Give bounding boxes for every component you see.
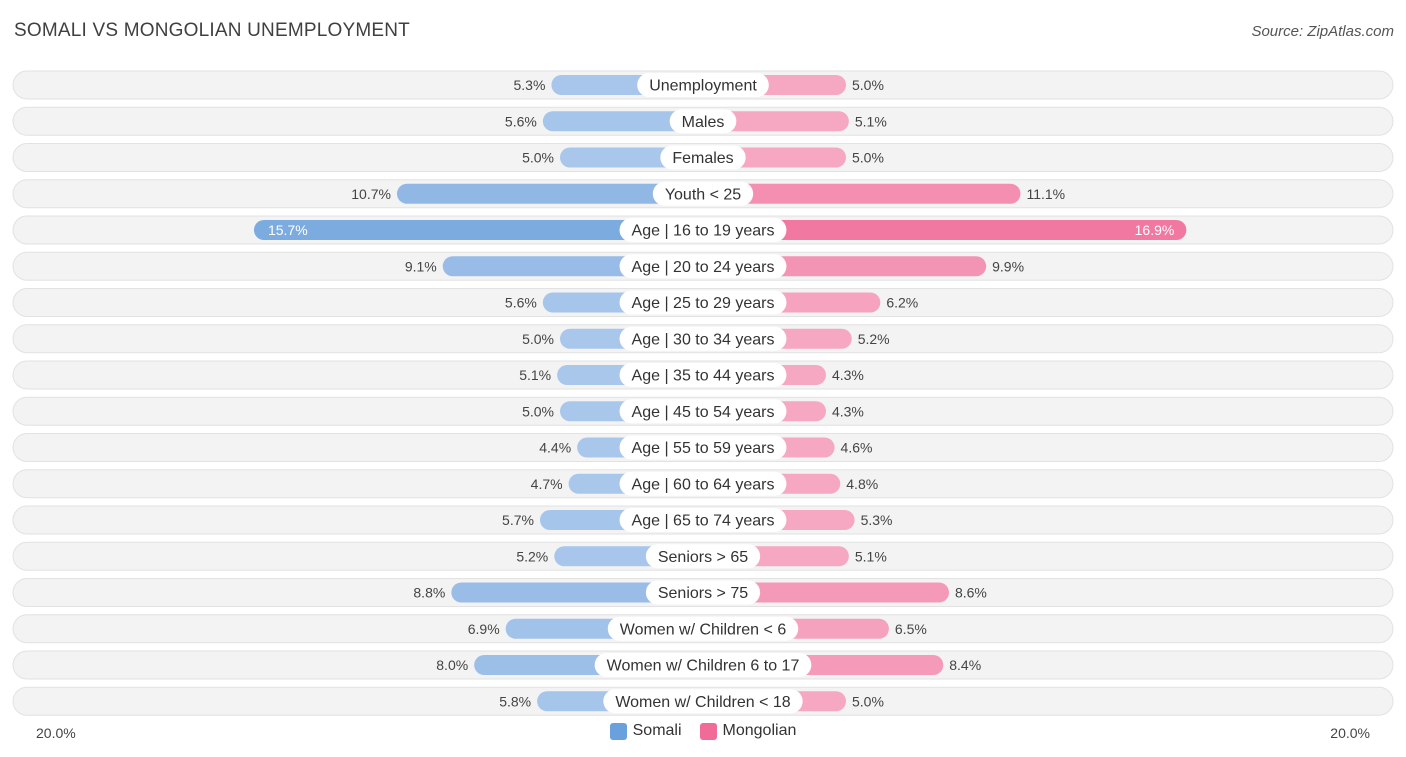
value-label-somali: 5.0% [522, 403, 554, 419]
category-label: Women w/ Children < 6 [620, 621, 787, 638]
value-label-somali: 6.9% [468, 621, 500, 637]
value-label-mongolian: 5.3% [861, 512, 893, 528]
value-label-mongolian: 4.3% [832, 403, 864, 419]
value-label-somali: 5.3% [513, 77, 545, 93]
bar-mongolian [703, 111, 849, 132]
legend: Somali Mongolian [0, 722, 1406, 740]
category-pill [619, 363, 787, 387]
value-label-mongolian: 6.2% [886, 295, 918, 311]
value-label-mongolian: 11.1% [1026, 186, 1065, 202]
value-label-mongolian: 5.0% [852, 693, 884, 709]
bar-somali [451, 582, 703, 603]
category-pill [619, 399, 787, 424]
value-label-somali: 4.4% [539, 440, 571, 456]
category-pill [594, 653, 812, 677]
value-label-somali: 8.0% [436, 657, 468, 673]
category-label: Age | 30 to 34 years [632, 331, 775, 348]
category-pill [645, 580, 761, 605]
value-label-mongolian: 9.9% [992, 258, 1024, 274]
bar-somali [253, 220, 704, 240]
value-label-mongolian: 5.0% [852, 77, 884, 93]
value-label-somali: 9.1% [405, 258, 437, 274]
category-label: Age | 65 to 74 years [632, 513, 775, 530]
value-label-somali: 5.0% [522, 150, 554, 166]
category-pill [619, 218, 787, 242]
category-pill [619, 435, 787, 460]
category-label: Unemployment [649, 78, 757, 95]
value-label-mongolian: 6.5% [895, 621, 927, 637]
bar-mongolian [703, 183, 1021, 204]
category-label: Age | 45 to 54 years [632, 404, 775, 421]
category-label: Women w/ Children 6 to 17 [607, 658, 800, 675]
value-label-mongolian: 4.8% [846, 476, 878, 492]
category-pill [619, 326, 787, 351]
category-pill [619, 471, 787, 496]
value-label-somali: 5.8% [499, 693, 531, 709]
category-label: Seniors > 65 [658, 549, 748, 566]
category-pill [660, 145, 746, 170]
category-label: Age | 20 to 24 years [632, 259, 775, 276]
value-label-mongolian: 5.0% [852, 150, 884, 166]
value-label-somali: 15.7% [268, 222, 308, 238]
category-label: Males [682, 114, 725, 131]
category-pill [669, 109, 737, 134]
value-label-somali: 4.7% [531, 476, 563, 492]
category-label: Youth < 25 [665, 186, 741, 203]
value-label-mongolian: 4.6% [841, 440, 873, 456]
legend-swatch-somali [609, 722, 627, 740]
axis-left-label: 20.0% [36, 725, 76, 741]
legend-item-mongolian[interactable]: Mongolian [699, 722, 797, 740]
category-pill [607, 616, 799, 641]
value-label-mongolian: 16.9% [1135, 222, 1175, 238]
category-pill [603, 689, 803, 714]
value-label-somali: 5.6% [505, 295, 537, 311]
category-label: Seniors > 75 [658, 585, 748, 602]
category-label: Age | 60 to 64 years [632, 476, 775, 493]
category-label: Age | 35 to 44 years [632, 368, 775, 385]
source-label: Source: ZipAtlas.com [1251, 23, 1394, 40]
category-label: Females [672, 150, 733, 167]
legend-label-somali: Somali [632, 722, 682, 739]
value-label-mongolian: 8.6% [955, 585, 987, 601]
value-label-somali: 8.8% [413, 585, 445, 601]
value-label-somali: 5.7% [502, 512, 534, 528]
category-pill [619, 508, 787, 532]
value-label-somali: 5.6% [505, 113, 537, 129]
value-label-somali: 5.0% [522, 331, 554, 347]
legend-item-somali[interactable]: Somali [609, 722, 682, 740]
value-label-mongolian: 8.4% [949, 657, 981, 673]
axis-right-label: 20.0% [1330, 725, 1370, 741]
bar-somali [396, 183, 703, 204]
value-label-mongolian: 5.1% [855, 548, 887, 564]
category-pill [637, 73, 769, 97]
category-pill [652, 181, 754, 206]
category-pill [619, 290, 787, 315]
category-label: Age | 55 to 59 years [632, 440, 775, 457]
chart-title: SOMALI VS MONGOLIAN UNEMPLOYMENT [14, 20, 410, 41]
value-label-somali: 10.7% [351, 186, 391, 202]
value-label-somali: 5.2% [516, 548, 548, 564]
bar-mongolian [703, 582, 949, 603]
category-pill [619, 254, 787, 279]
value-label-mongolian: 4.3% [832, 367, 864, 383]
value-label-mongolian: 5.1% [855, 113, 887, 129]
category-label: Women w/ Children < 18 [615, 694, 790, 711]
bar-mongolian [703, 220, 1187, 240]
value-label-mongolian: 5.2% [858, 331, 890, 347]
legend-label-mongolian: Mongolian [722, 722, 797, 739]
legend-swatch-mongolian [699, 722, 717, 740]
category-label: Age | 25 to 29 years [632, 295, 775, 312]
category-pill [645, 544, 761, 569]
bar-somali [542, 111, 703, 132]
value-label-somali: 5.1% [519, 367, 551, 383]
category-label: Age | 16 to 19 years [632, 223, 775, 240]
